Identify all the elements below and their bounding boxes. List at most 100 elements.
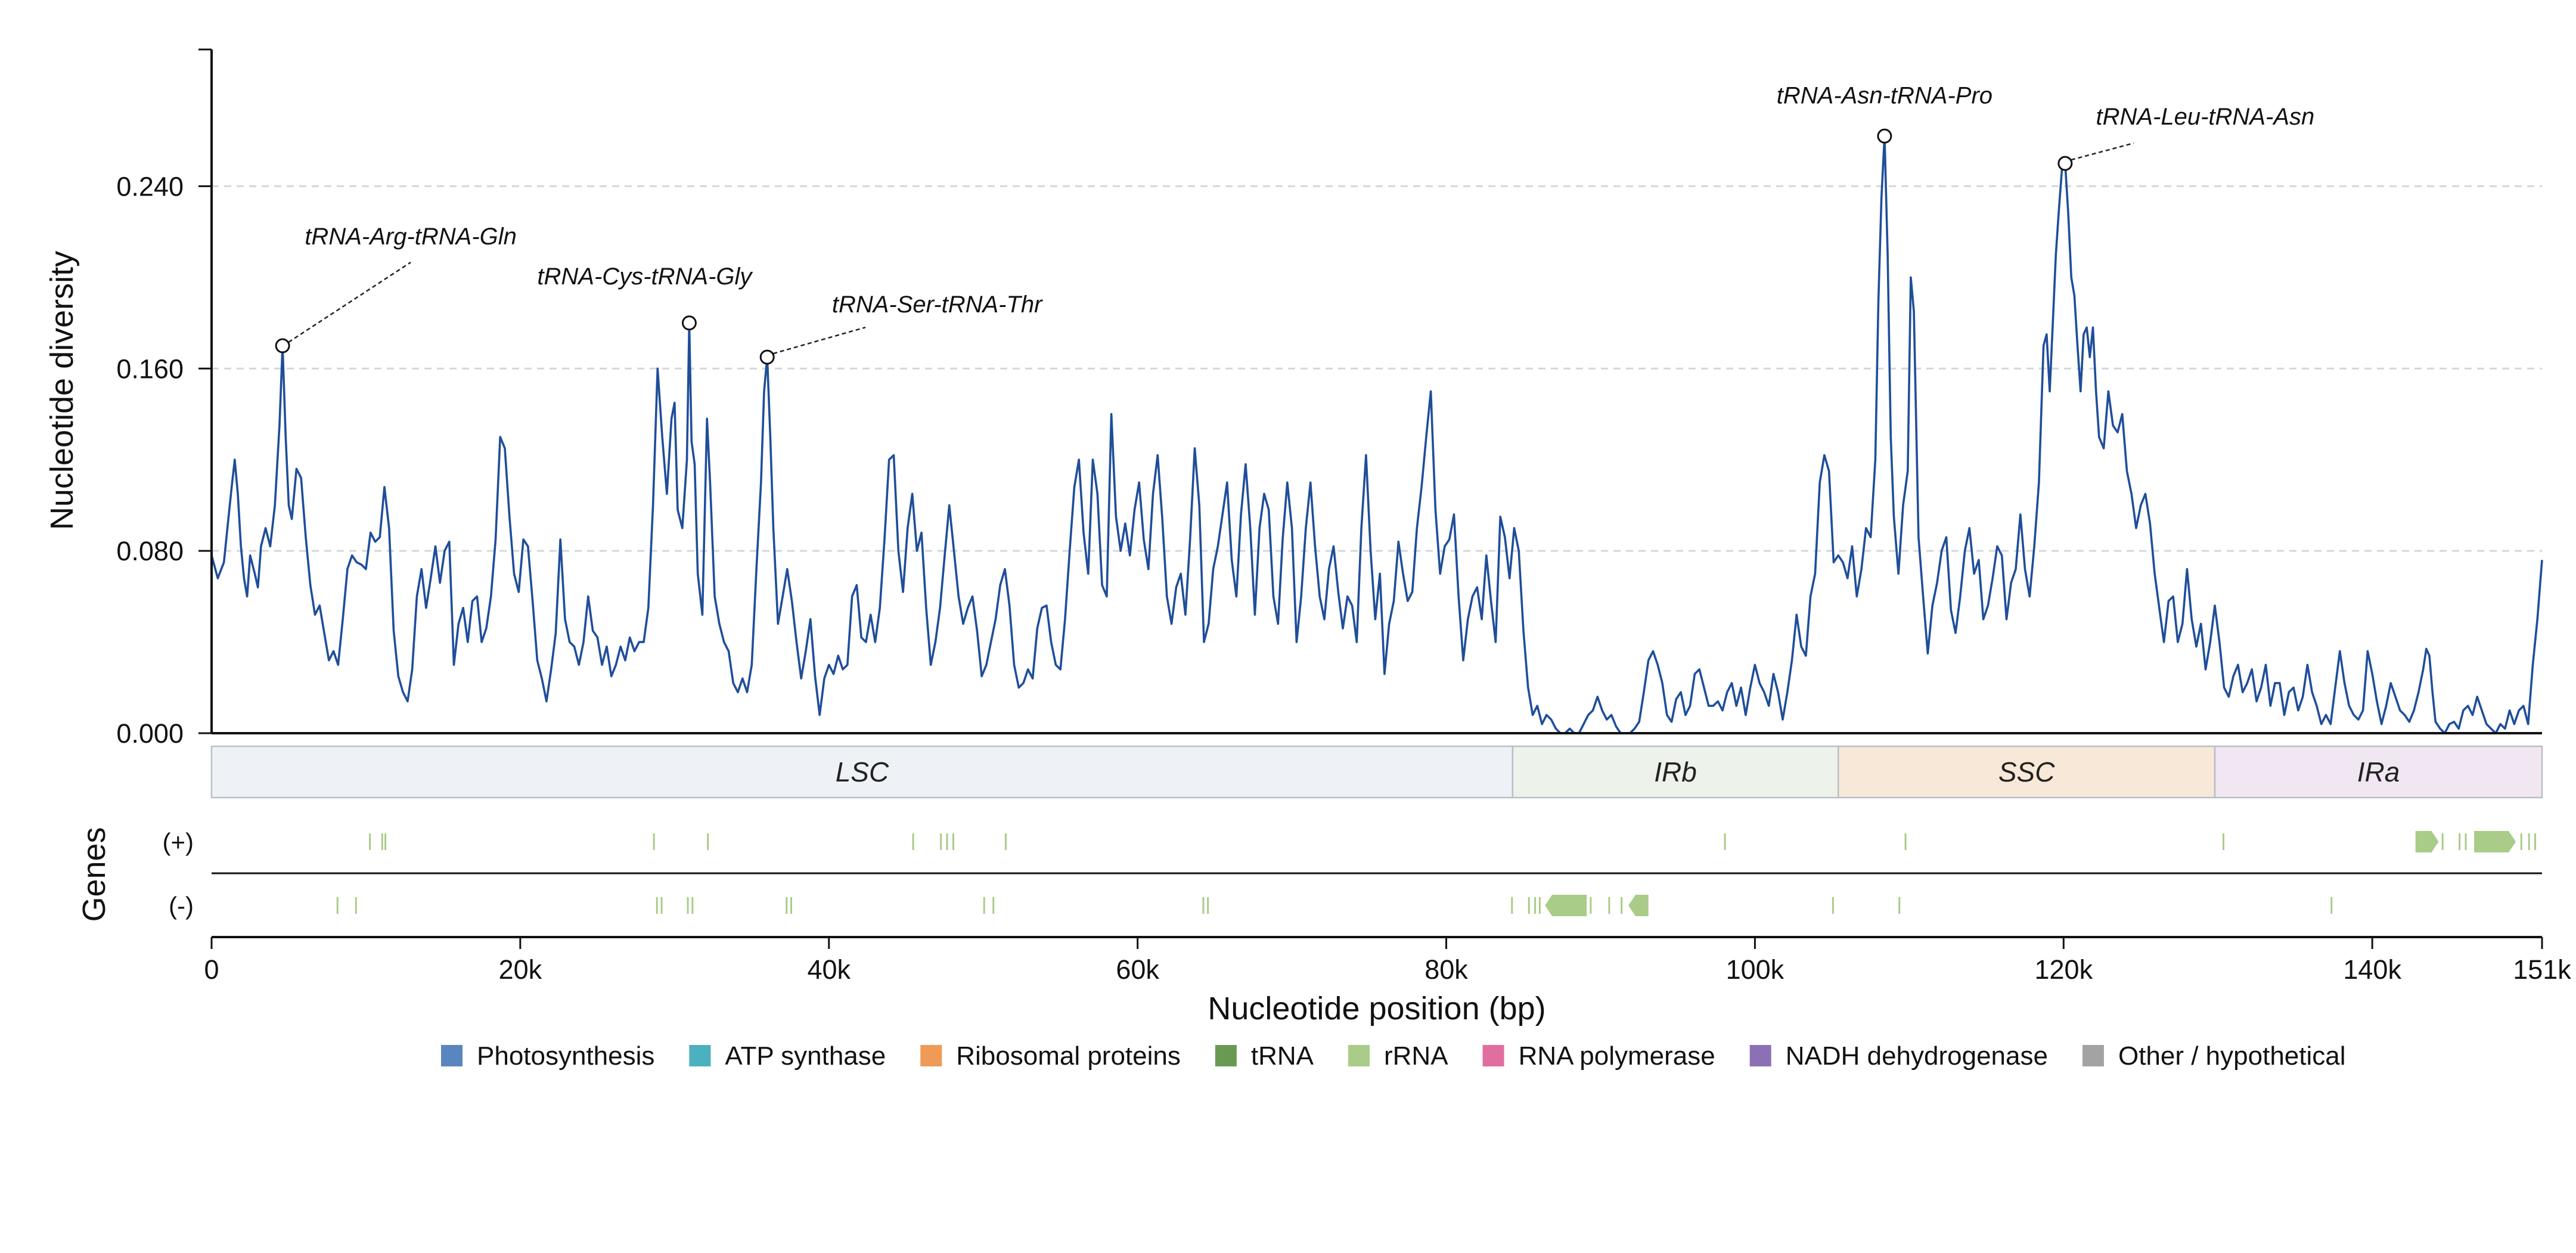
legend-label: NADH dehydrogenase (1786, 1041, 2048, 1071)
peak-marker (1877, 128, 1892, 144)
x-tick-label: 0 (204, 954, 219, 985)
region-label: SSC (1998, 756, 2055, 787)
x-tick-label: 100k (1726, 954, 1784, 985)
gene-feature (653, 833, 655, 850)
gene-feature (983, 897, 985, 914)
x-axis-label: Nucleotide position (bp) (1208, 991, 1545, 1026)
peak-label: tRNA-Cys-tRNA-Gly (537, 263, 753, 290)
gene-feature (1904, 833, 1907, 850)
genes-track-label: Genes (76, 827, 112, 922)
diversity-series-line (210, 135, 2543, 734)
y-axis-label: Nucleotide diversity (44, 251, 80, 530)
peak-label: tRNA-Leu-tRNA-Asn (2096, 104, 2314, 130)
gene-track: (+) (-) (163, 828, 2542, 920)
axes: 0.000 0.080 0.160 0.240 0 20k 40k 60k 80k 100k 120… (116, 48, 2571, 985)
diversity-line (210, 135, 2543, 734)
legend-label: RNA polymerase (1519, 1041, 1715, 1071)
gene-feature (912, 833, 914, 850)
strand-label-minus: (-) (169, 892, 194, 920)
region-lsc (210, 745, 1514, 799)
legend-label: Ribosomal proteins (956, 1041, 1181, 1071)
peak-label: tRNA-Ser-tRNA-Thr (832, 291, 1043, 318)
gene-feature (1608, 897, 1610, 914)
peak-marker (681, 315, 697, 331)
gene-feature (2330, 897, 2333, 914)
legend-label: Other / hypothetical (2118, 1041, 2346, 1071)
x-tick-label: 140k (2343, 954, 2401, 985)
gene-feature (940, 833, 942, 850)
gene-feature (2528, 833, 2530, 850)
gene-feature (946, 833, 948, 850)
gene-feature (2474, 831, 2516, 852)
gene-feature (1202, 897, 1205, 914)
gene-feature (1534, 897, 1537, 914)
x-tick-label: 60k (1116, 954, 1159, 985)
strand-label-plus: (+) (163, 828, 194, 856)
gene-feature (1511, 897, 1513, 914)
gene-feature (687, 897, 689, 914)
gene-feature (952, 833, 954, 850)
gene-feature (2441, 833, 2444, 850)
peak-leader-line (288, 261, 411, 343)
region-label: LSC (836, 756, 889, 787)
gene-feature (2459, 833, 2461, 850)
region-ira (2214, 745, 2543, 799)
peak-marker (759, 349, 775, 365)
gene-feature (1207, 897, 1209, 914)
legend-swatch (1482, 1045, 1504, 1066)
gene-feature (1898, 897, 1901, 914)
gene-feature (707, 833, 709, 850)
region-label: IRb (1654, 756, 1697, 787)
legend-label: rRNA (1384, 1041, 1448, 1071)
peak-marker (275, 338, 290, 353)
gene-feature (336, 897, 339, 914)
peak-marker (2057, 156, 2073, 171)
gene-feature (786, 897, 788, 914)
legend-swatch (1215, 1045, 1237, 1066)
gene-feature (355, 897, 357, 914)
gene-feature (369, 833, 371, 850)
gene-feature (1590, 897, 1592, 914)
gene-feature (660, 897, 663, 914)
gene-feature (2415, 831, 2439, 852)
legend-swatch (1348, 1045, 1370, 1066)
gene-feature (790, 897, 793, 914)
legend-label: Photosynthesis (477, 1041, 654, 1071)
gene-feature (656, 897, 658, 914)
x-tick-label: 120k (2034, 954, 2093, 985)
legend-swatch (2082, 1045, 2104, 1066)
legend-swatch (689, 1045, 711, 1066)
y-tick-label: 0.080 (116, 536, 184, 566)
legend-label: ATP synthase (725, 1041, 886, 1071)
gene-feature (2222, 833, 2224, 850)
legend-label: tRNA (1251, 1041, 1314, 1071)
x-tick-label: 40k (807, 954, 851, 985)
y-tick-label: 0.160 (116, 353, 184, 384)
gene-feature (1528, 897, 1530, 914)
peak-annotations: tRNA-Arg-tRNA-Gln tRNA-Cys-tRNA-Gly tRNA-S… (275, 82, 2314, 365)
gene-feature (2534, 833, 2537, 850)
genome-region-bar: LSC IRb SSC IRa (210, 745, 2543, 799)
gene-feature (1004, 833, 1007, 850)
peak-leader-line (772, 326, 866, 355)
gene-feature (992, 897, 995, 914)
gene-feature (1538, 897, 1541, 914)
gene-feature (384, 833, 387, 850)
gene-feature (2520, 833, 2522, 850)
peak-label: tRNA-Asn-tRNA-Pro (1777, 82, 1992, 108)
gene-feature (1832, 897, 1834, 914)
peak-label: tRNA-Arg-tRNA-Gln (305, 224, 517, 250)
gene-feature (1628, 895, 1649, 916)
legend-swatch (441, 1045, 463, 1066)
x-tick-label: 80k (1424, 954, 1468, 985)
peak-leader-line (2071, 142, 2134, 161)
legend-swatch (1749, 1045, 1771, 1066)
region-label: IRa (2357, 756, 2400, 787)
y-tick-label: 0.240 (116, 171, 184, 201)
gene-feature (1724, 833, 1726, 850)
gene-feature (381, 833, 383, 850)
gene-feature (1545, 895, 1587, 916)
x-tick-label: 151k (2513, 954, 2571, 985)
